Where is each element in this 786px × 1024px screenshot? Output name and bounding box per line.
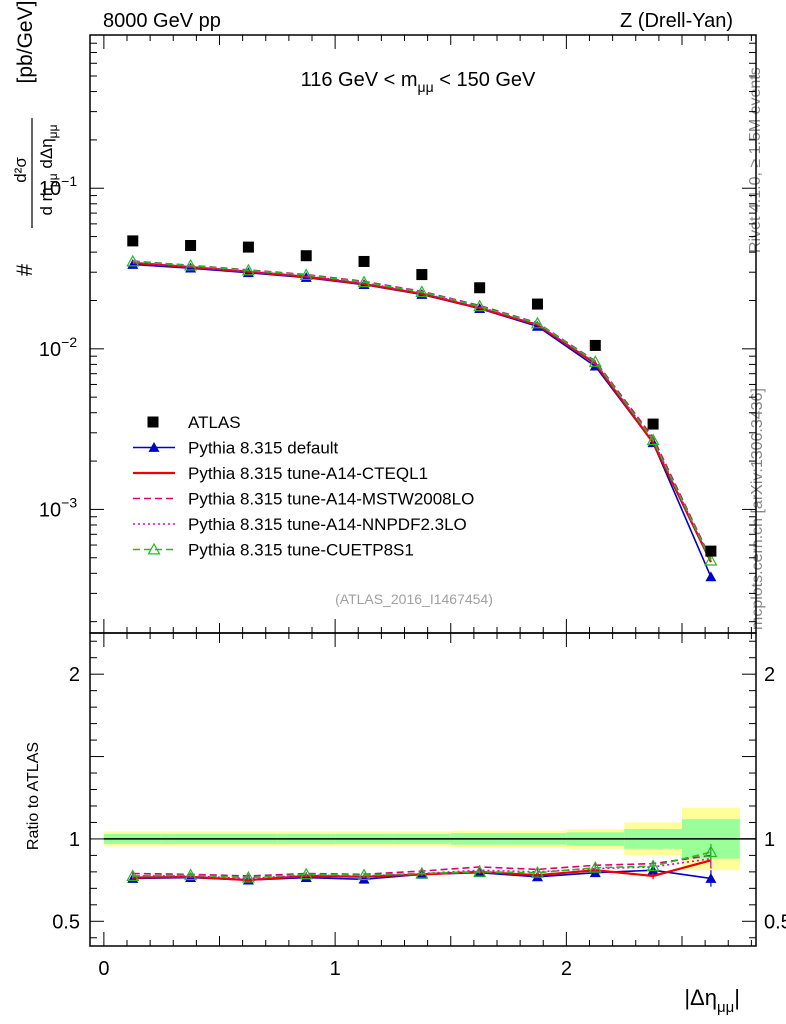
analysis-watermark: (ATLAS_2016_I1467454)	[335, 591, 493, 607]
data-point	[147, 416, 159, 428]
data-point	[241, 263, 255, 276]
ratio-frame	[89, 632, 757, 947]
data-point	[415, 285, 429, 297]
data-point	[416, 269, 428, 281]
ratio-uncertainty-bands	[103, 807, 756, 871]
ratio-xlabel: |Δημμ|	[684, 985, 740, 1016]
main-series-line	[132, 261, 712, 561]
ratio-ytick-label: 0.5	[52, 911, 80, 933]
data-point	[300, 250, 312, 262]
data-point	[530, 316, 544, 329]
legend-label: ATLAS	[188, 413, 241, 432]
mcplots-label: mcplots.cern.ch [arXiv:1306.3436]	[749, 388, 766, 630]
data-point	[704, 553, 718, 566]
data-point	[647, 418, 659, 430]
main-ytick-label: 10−3	[39, 494, 77, 521]
data-point	[299, 867, 313, 880]
ratio-ytick-label-right: 1	[764, 829, 775, 851]
ratio-ytick-label: 2	[69, 664, 80, 686]
legend: ATLAS Pythia 8.315 default Pythia 8.315 tu…	[133, 413, 474, 560]
ratio-ytick-label: 1	[69, 829, 80, 851]
data-point	[126, 254, 140, 267]
data-point	[474, 282, 486, 294]
panel-title: 116 GeV < mμμ < 150 GeV	[301, 69, 536, 95]
data-point	[705, 545, 717, 557]
ratio-series-line	[132, 857, 712, 880]
data-point	[646, 859, 660, 872]
ratio-ytick-label-right: 0.5	[764, 911, 786, 933]
ylabel-numerator: d²σ	[11, 157, 30, 183]
data-point	[473, 865, 487, 877]
data-point	[705, 872, 717, 883]
main-ytick-label: 10−2	[39, 334, 77, 361]
data-point	[241, 870, 255, 883]
data-point	[148, 442, 160, 452]
data-point	[357, 868, 371, 881]
data-point	[357, 275, 371, 288]
data-point	[358, 255, 370, 267]
ylabel-hash: #	[12, 263, 37, 276]
data-point	[415, 866, 429, 879]
data-point	[646, 433, 660, 446]
data-point	[705, 571, 717, 582]
data-point	[184, 258, 198, 271]
data-point	[473, 299, 487, 312]
header-right: Z (Drell-Yan)	[620, 10, 733, 32]
ratio-ytick-label-right: 2	[764, 664, 775, 686]
data-point	[530, 865, 544, 878]
data-point	[299, 268, 313, 281]
data-point	[185, 239, 197, 251]
header-left: 8000 GeV pp	[103, 10, 221, 32]
data-point	[704, 845, 718, 858]
data-point	[127, 235, 139, 247]
ratio-series	[126, 843, 718, 887]
data-point	[242, 241, 254, 253]
main-series-line	[132, 260, 712, 561]
data-point	[358, 873, 370, 884]
ratio-ylabel: Ratio to ATLAS	[25, 742, 42, 850]
data-point	[588, 861, 602, 873]
main-series	[126, 235, 718, 582]
ratio-xtick-label: 2	[561, 958, 572, 980]
legend-label: Pythia 8.315 tune-CUETP8S1	[188, 541, 414, 560]
data-point	[184, 868, 198, 881]
ylabel-denominator: d mμμ dΔημμ	[37, 124, 60, 215]
ylabel-unit: [pb/GeV]	[14, 1, 37, 84]
ratio-xtick-label: 0	[98, 958, 109, 980]
legend-label: Pythia 8.315 default	[188, 439, 339, 458]
main-axes: 10−1 10−2 10−3	[39, 34, 756, 633]
data-point	[531, 298, 543, 310]
legend-label: Pythia 8.315 tune-A14-CTEQL1	[188, 464, 428, 483]
ratio-axes: 0.5 0.5 1 1 2 2 0 1 2	[52, 633, 786, 980]
legend-label: Pythia 8.315 tune-A14-NNPDF2.3LO	[188, 515, 467, 534]
data-point	[147, 542, 161, 555]
data-point	[588, 355, 602, 367]
data-point	[589, 339, 601, 351]
data-point	[126, 869, 140, 881]
main-ylabel: # d²σ d mμμ dΔημμ [pb/GeV]	[11, 1, 60, 277]
main-ytick-label: 10−1	[39, 173, 77, 200]
legend-label: Pythia 8.315 tune-A14-MSTW2008LO	[188, 490, 474, 509]
ratio-xtick-label: 1	[330, 958, 341, 980]
